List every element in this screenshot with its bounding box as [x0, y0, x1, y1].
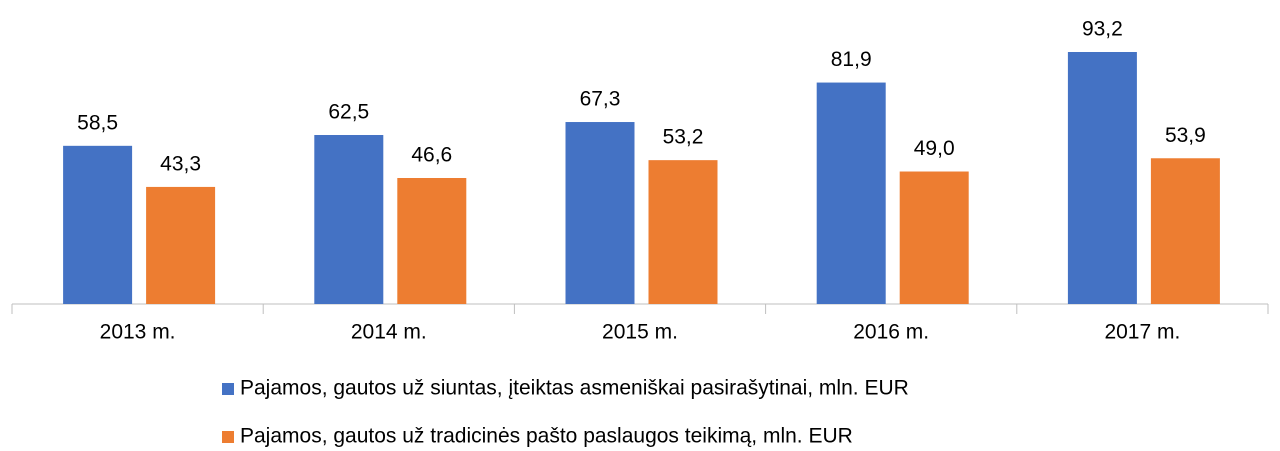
x-tick-label: 2017 m.	[1104, 321, 1180, 344]
bar	[146, 186, 216, 304]
data-label: 62,5	[328, 101, 369, 124]
bar	[1150, 158, 1220, 304]
data-label: 58,5	[77, 111, 118, 134]
data-label: 67,3	[580, 88, 621, 111]
bar	[648, 160, 718, 304]
legend-swatch	[222, 383, 234, 395]
bar	[565, 122, 635, 304]
x-tick-label: 2015 m.	[602, 321, 678, 344]
data-label: 81,9	[831, 48, 872, 71]
bar	[397, 178, 467, 304]
bar	[899, 171, 969, 304]
data-label: 43,3	[160, 152, 201, 175]
legend-label: Pajamos, gautos už siuntas, įteiktas asm…	[240, 377, 909, 400]
bar	[63, 145, 133, 304]
bar	[816, 82, 886, 304]
data-label: 53,2	[663, 126, 704, 149]
x-tick-label: 2013 m.	[100, 321, 176, 344]
data-label: 53,9	[1165, 124, 1206, 147]
bar	[314, 135, 384, 304]
bar	[1067, 52, 1137, 304]
data-label: 46,6	[411, 144, 452, 167]
legend-swatch	[222, 431, 234, 443]
x-tick-label: 2014 m.	[351, 321, 427, 344]
data-label: 93,2	[1082, 18, 1123, 41]
data-label: 49,0	[914, 137, 955, 160]
x-tick-label: 2016 m.	[853, 321, 929, 344]
legend-label: Pajamos, gautos už tradicinės pašto pasl…	[240, 425, 853, 448]
